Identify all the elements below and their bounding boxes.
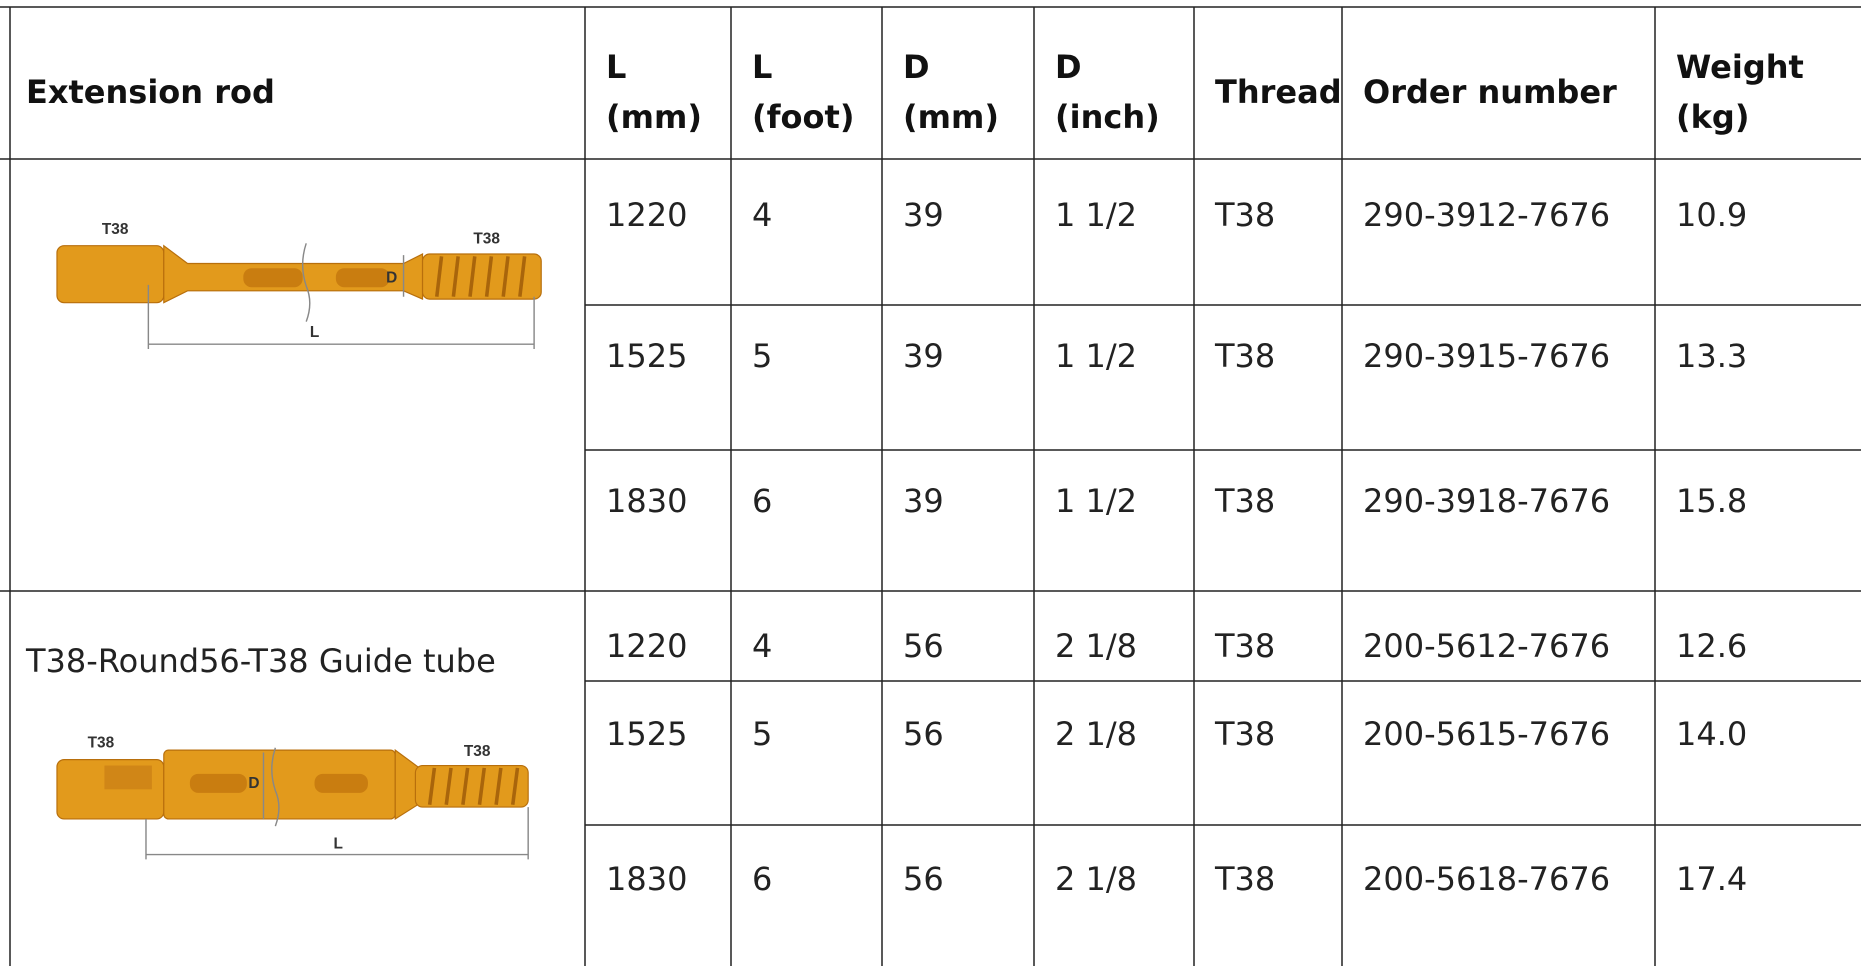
- cell: 1220: [606, 627, 687, 665]
- cell: 200-5618-7676: [1363, 860, 1610, 898]
- image-label: T38: [102, 221, 129, 238]
- cell: 200-5612-7676: [1363, 627, 1610, 665]
- cell: 2 1/8: [1055, 860, 1137, 898]
- cell: 1830: [606, 482, 687, 520]
- cell: 56: [903, 860, 944, 898]
- image-label: T38: [464, 743, 491, 760]
- cell: 5: [752, 337, 772, 375]
- cell: 1525: [606, 715, 687, 753]
- cell: T38: [1214, 337, 1275, 375]
- cell: 17.4: [1676, 860, 1747, 898]
- cell: 2 1/8: [1055, 715, 1137, 753]
- cell: 290-3918-7676: [1363, 482, 1610, 520]
- image-label: L: [310, 324, 319, 341]
- cell: 6: [752, 860, 772, 898]
- header-cell: (mm): [903, 98, 999, 136]
- cell: 4: [752, 196, 772, 234]
- image-label: T38: [88, 735, 115, 752]
- cell: 15.8: [1676, 482, 1747, 520]
- header-cell: Thread: [1215, 73, 1342, 111]
- page: T38 T38 D L T38 T38 D L Extension rod L (m…: [0, 0, 1861, 966]
- image-label: D: [386, 269, 397, 286]
- cell: T38: [1214, 482, 1275, 520]
- image-label: L: [334, 836, 343, 853]
- cell: 13.3: [1676, 337, 1747, 375]
- header-cell: (kg): [1676, 98, 1749, 136]
- cell: 2 1/8: [1055, 627, 1137, 665]
- header-cell: (foot): [752, 98, 854, 136]
- header-cell: (mm): [606, 98, 702, 136]
- cell: 5: [752, 715, 772, 753]
- cell: 200-5615-7676: [1363, 715, 1610, 753]
- header-cell: (inch): [1055, 98, 1160, 136]
- cell: 14.0: [1676, 715, 1747, 753]
- image-label: D: [248, 775, 259, 792]
- header-cell: Weight: [1676, 48, 1804, 86]
- cell: 39: [903, 337, 944, 375]
- group-label: T38-Round56-T38 Guide tube: [25, 642, 496, 680]
- cell: 39: [903, 482, 944, 520]
- cell: 56: [903, 627, 944, 665]
- image-label: T38: [473, 230, 500, 247]
- cell: T38: [1214, 860, 1275, 898]
- cell: 1525: [606, 337, 687, 375]
- header-cell: L: [606, 48, 626, 86]
- cell: 1 1/2: [1055, 337, 1137, 375]
- cell: 1 1/2: [1055, 482, 1137, 520]
- cell: T38: [1214, 627, 1275, 665]
- cell: T38: [1214, 196, 1275, 234]
- spec-table: T38 T38 D L T38 T38 D L Extension rod L (m…: [0, 0, 1861, 966]
- cell: 10.9: [1676, 196, 1747, 234]
- cell: 39: [903, 196, 944, 234]
- cell: 4: [752, 627, 772, 665]
- cell: 12.6: [1676, 627, 1747, 665]
- header-cell: L: [752, 48, 772, 86]
- cell: 1 1/2: [1055, 196, 1137, 234]
- cell: 6: [752, 482, 772, 520]
- cell: 290-3915-7676: [1363, 337, 1610, 375]
- header-cell: D: [1055, 48, 1082, 86]
- header-cell: Extension rod: [26, 73, 275, 111]
- header-cell: D: [903, 48, 930, 86]
- header-cell: Order number: [1363, 73, 1617, 111]
- cell: 290-3912-7676: [1363, 196, 1610, 234]
- cell: T38: [1214, 715, 1275, 753]
- cell: 1220: [606, 196, 687, 234]
- cell: 56: [903, 715, 944, 753]
- rod-drawing: T38 T38 D L T38 T38 D L: [57, 221, 541, 859]
- cell: 1830: [606, 860, 687, 898]
